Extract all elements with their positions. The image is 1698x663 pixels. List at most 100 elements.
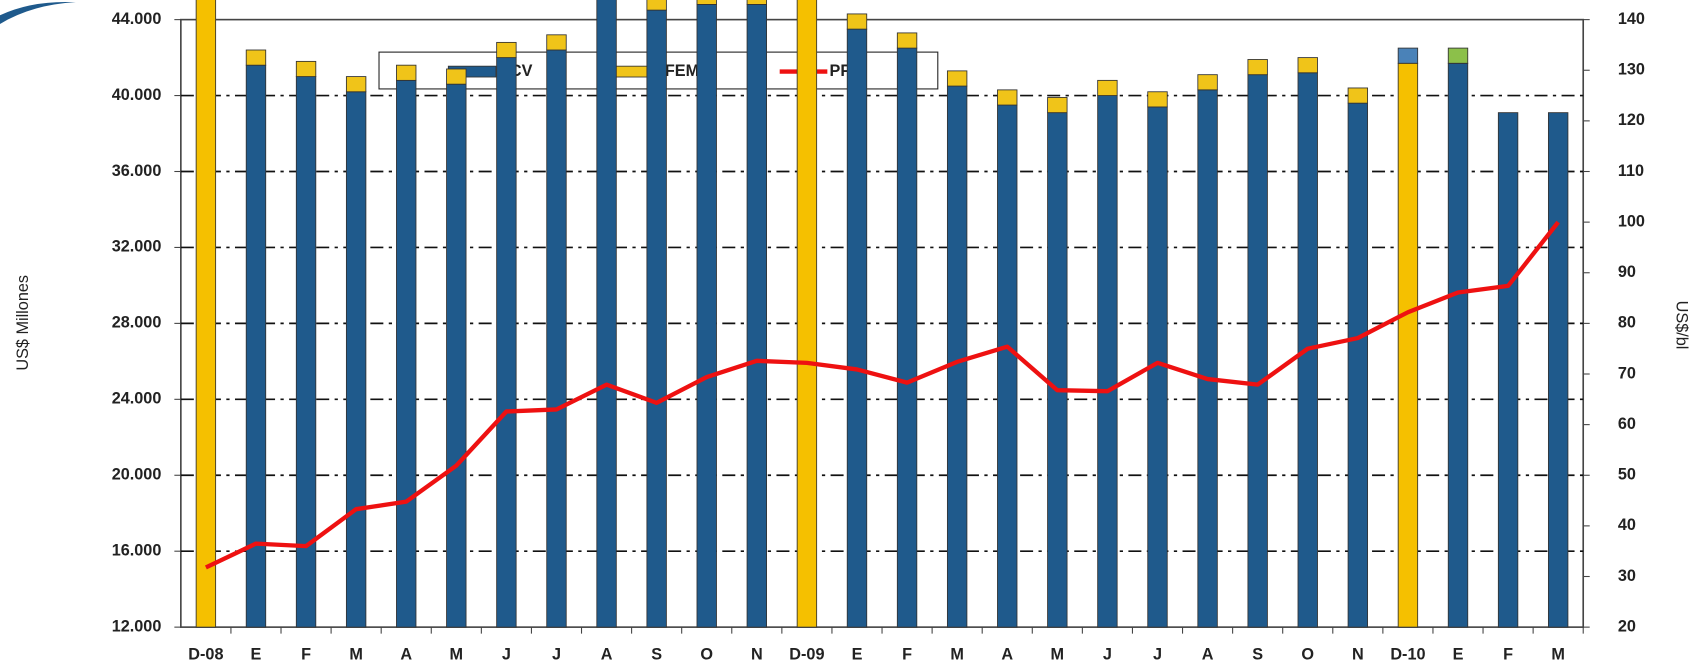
bar-segment	[496, 41, 517, 59]
x-tick-label: D-08	[188, 646, 223, 663]
y-tick-label: 12.000	[112, 617, 162, 635]
bar-segment	[796, 0, 818, 628]
bar-segment	[546, 49, 567, 628]
line-series	[204, 220, 1560, 570]
x-tick-label: E	[852, 646, 863, 663]
bar-segment	[696, 0, 717, 5]
x-tick-label: D-10	[1390, 646, 1425, 663]
y-tick-label: 44.000	[112, 10, 162, 28]
x-tick-label: E	[251, 646, 262, 663]
logo-swoosh	[0, 2, 76, 24]
x-tick-label: O	[700, 646, 713, 663]
bar-segment	[896, 47, 918, 628]
y-axis-title: US$ Millones	[14, 275, 32, 371]
y2-tick-label: 80	[1618, 314, 1636, 332]
bar-segment	[1497, 112, 1519, 628]
bar-segment	[746, 0, 767, 5]
x-tick-label: M	[450, 646, 464, 663]
bar-segment	[1247, 74, 1268, 628]
bar-segment	[646, 9, 667, 628]
x-tick-label: S	[651, 646, 662, 663]
x-tick-label: A	[601, 646, 613, 663]
y2-tick-label: 120	[1618, 111, 1645, 129]
x-tick-label: E	[1453, 646, 1464, 663]
x-tick-label: F	[301, 646, 311, 663]
y2-tick-label: 50	[1618, 466, 1636, 484]
bar-segment	[396, 64, 417, 81]
x-tick-label: N	[1352, 646, 1364, 663]
bar-segment	[245, 49, 267, 66]
y-tick-label: 32.000	[112, 238, 162, 256]
bar-segment	[1097, 79, 1118, 96]
y-tick-label: 20.000	[112, 466, 162, 484]
bar-segment	[1047, 97, 1068, 114]
bar-segment	[896, 32, 918, 49]
bar-segment	[546, 34, 567, 51]
x-tick-label: S	[1252, 646, 1263, 663]
y2-tick-label: 30	[1618, 567, 1636, 585]
x-tick-label: J	[502, 646, 511, 663]
y2-tick-label: 90	[1618, 263, 1636, 281]
bar-segment	[997, 104, 1018, 628]
bar-segment	[195, 0, 217, 628]
x-tick-label: J	[552, 646, 561, 663]
bar-segment	[646, 0, 667, 11]
x-tick-label: A	[1001, 646, 1013, 663]
bar-segment	[1097, 95, 1118, 628]
bar-segment	[1397, 62, 1419, 628]
bar-segment	[1197, 89, 1218, 628]
y-tick-label: 16.000	[112, 541, 162, 559]
bar-segment	[1197, 74, 1218, 91]
y2-tick-label: 130	[1618, 61, 1645, 79]
bar-segment	[446, 83, 467, 628]
bar-segment	[295, 60, 317, 78]
bar-segment	[1447, 62, 1469, 628]
bar-segment	[496, 57, 517, 628]
bar-segment	[696, 4, 717, 628]
bar-segment	[946, 85, 968, 628]
bar-segment	[1397, 47, 1419, 64]
bar-segment	[396, 79, 417, 628]
y2-tick-label: 20	[1618, 617, 1636, 635]
y2-tick-label: 60	[1618, 415, 1636, 433]
y2-tick-label: 70	[1618, 364, 1636, 382]
bar-segment	[1447, 47, 1469, 64]
x-tick-label: M	[1051, 646, 1065, 663]
y2-tick-label: 40	[1618, 516, 1636, 534]
bar-segment	[446, 68, 467, 85]
bar-segment	[1297, 57, 1318, 74]
bar-segment	[1347, 87, 1369, 104]
y-tick-label: 28.000	[112, 314, 162, 332]
bar-segment	[997, 89, 1018, 106]
bar-segment	[946, 70, 968, 87]
x-tick-label: J	[1153, 646, 1162, 663]
bar-segment	[846, 13, 868, 30]
bar-segment	[1347, 102, 1369, 628]
x-tick-label: F	[1503, 646, 1513, 663]
x-tick-label: O	[1301, 646, 1314, 663]
x-tick-label: N	[751, 646, 763, 663]
x-tick-label: D-09	[789, 646, 824, 663]
y2-tick-label: 110	[1618, 162, 1644, 180]
legend-label: FEM	[665, 62, 699, 80]
x-tick-label: M	[1551, 646, 1565, 663]
y-tick-label: 40.000	[112, 86, 162, 104]
bar-segment	[1247, 59, 1268, 76]
x-tick-label: M	[950, 646, 964, 663]
y-tick-label: 24.000	[112, 390, 162, 408]
x-tick-label: A	[400, 646, 412, 663]
x-tick-label: A	[1202, 646, 1214, 663]
y-tick-label: 36.000	[112, 162, 162, 180]
y2-axis-title: US$/bl	[1672, 301, 1690, 350]
bar-segment	[746, 4, 767, 628]
bar-segment	[1547, 112, 1569, 628]
bar-segment	[596, 0, 617, 628]
x-tick-label: M	[349, 646, 363, 663]
bar-segment	[846, 28, 868, 628]
y2-tick-label: 140	[1618, 10, 1645, 28]
y2-tick-label: 100	[1618, 212, 1645, 230]
bar-segment	[1047, 112, 1068, 628]
bar-segment	[1147, 91, 1168, 108]
bar-segment	[345, 91, 367, 628]
